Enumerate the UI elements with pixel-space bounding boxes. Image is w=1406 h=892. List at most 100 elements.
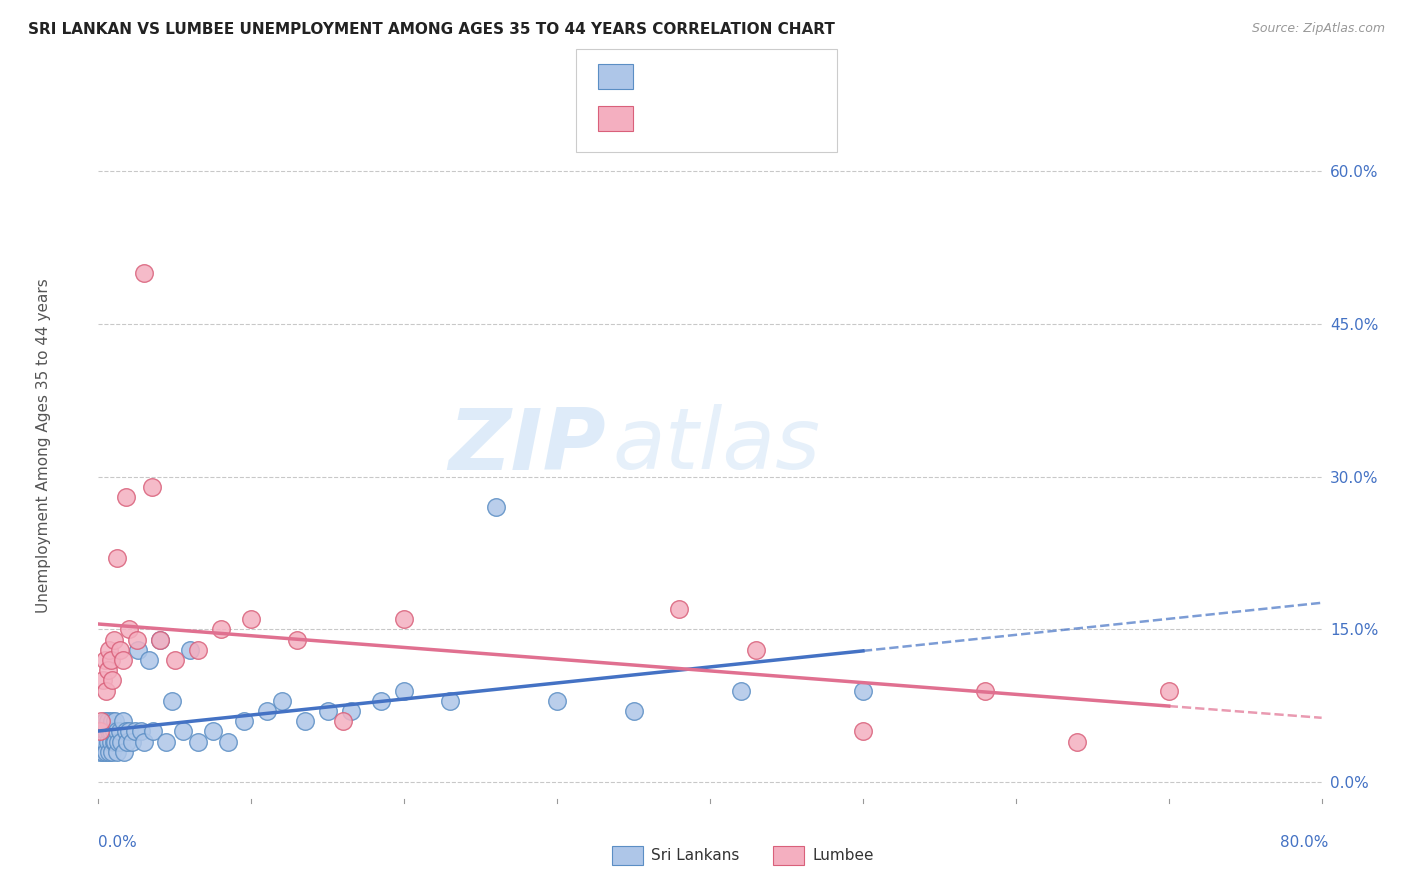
Point xyxy=(187,734,209,748)
Point xyxy=(101,745,124,759)
Point xyxy=(100,653,122,667)
Point xyxy=(91,724,114,739)
Point xyxy=(852,683,875,698)
Point xyxy=(187,643,209,657)
Point xyxy=(332,714,354,729)
Point xyxy=(104,714,127,729)
Point xyxy=(105,724,128,739)
Point xyxy=(97,714,120,729)
Point xyxy=(121,734,143,748)
Point xyxy=(94,745,117,759)
Point xyxy=(118,623,141,637)
Point xyxy=(108,724,131,739)
Point xyxy=(285,632,308,647)
Point xyxy=(110,734,132,748)
Point xyxy=(546,694,568,708)
Point xyxy=(104,734,127,748)
Point xyxy=(93,653,115,667)
Point xyxy=(89,724,111,739)
Point xyxy=(125,632,148,647)
Point xyxy=(232,714,254,729)
Point xyxy=(1157,683,1180,698)
Point xyxy=(974,683,997,698)
Point xyxy=(124,724,146,739)
Point xyxy=(623,704,645,718)
Point xyxy=(134,734,156,748)
Text: atlas: atlas xyxy=(612,404,820,488)
Text: Source: ZipAtlas.com: Source: ZipAtlas.com xyxy=(1251,22,1385,36)
Text: 0.0%: 0.0% xyxy=(98,836,138,850)
Point xyxy=(217,734,239,748)
Point xyxy=(339,704,361,718)
Point xyxy=(668,602,690,616)
Point xyxy=(127,643,149,657)
Point xyxy=(89,745,111,759)
Point xyxy=(118,724,141,739)
Text: Unemployment Among Ages 35 to 44 years: Unemployment Among Ages 35 to 44 years xyxy=(37,278,51,614)
Text: Sri Lankans: Sri Lankans xyxy=(651,848,740,863)
Point xyxy=(103,724,125,739)
Point xyxy=(141,480,163,494)
Point xyxy=(134,266,156,280)
Point xyxy=(100,734,122,748)
Point xyxy=(103,734,125,748)
Point xyxy=(103,632,125,647)
Point xyxy=(138,653,160,667)
Point xyxy=(149,632,172,647)
Point xyxy=(117,734,139,748)
Point xyxy=(97,734,120,748)
Point xyxy=(91,673,114,688)
Point xyxy=(115,724,138,739)
Point xyxy=(98,643,121,657)
Point xyxy=(111,714,134,729)
Point xyxy=(90,714,112,729)
Text: Lumbee: Lumbee xyxy=(813,848,875,863)
Point xyxy=(202,724,225,739)
Point xyxy=(90,734,112,748)
Point xyxy=(105,745,128,759)
Point xyxy=(93,714,115,729)
Text: ZIP: ZIP xyxy=(449,404,606,488)
Point xyxy=(149,632,172,647)
Point xyxy=(439,694,461,708)
Point xyxy=(316,704,339,718)
Point xyxy=(111,653,134,667)
Point xyxy=(294,714,316,729)
Point xyxy=(115,490,138,504)
Point xyxy=(101,673,124,688)
Point xyxy=(209,623,232,637)
Point xyxy=(155,734,177,748)
Point xyxy=(163,653,186,667)
Point xyxy=(101,714,124,729)
Point xyxy=(270,694,292,708)
Point xyxy=(852,724,875,739)
Point xyxy=(1066,734,1088,748)
Point xyxy=(370,694,392,708)
Point xyxy=(392,683,416,698)
Point xyxy=(91,745,114,759)
Point xyxy=(142,724,165,739)
Point xyxy=(93,734,115,748)
Point xyxy=(730,683,752,698)
Point xyxy=(179,643,201,657)
Point xyxy=(485,500,508,515)
Point xyxy=(94,724,117,739)
Point xyxy=(100,724,122,739)
Point xyxy=(160,694,183,708)
Point xyxy=(392,612,416,626)
Text: SRI LANKAN VS LUMBEE UNEMPLOYMENT AMONG AGES 35 TO 44 YEARS CORRELATION CHART: SRI LANKAN VS LUMBEE UNEMPLOYMENT AMONG … xyxy=(28,22,835,37)
Point xyxy=(97,663,120,677)
Text: R =  0.158   N = 59: R = 0.158 N = 59 xyxy=(643,70,815,84)
Point xyxy=(108,643,131,657)
Point xyxy=(129,724,152,739)
Text: 80.0%: 80.0% xyxy=(1281,836,1329,850)
Point xyxy=(105,551,128,566)
Point xyxy=(94,683,117,698)
Text: R = -0.105   N = 32: R = -0.105 N = 32 xyxy=(643,112,815,126)
Point xyxy=(107,734,129,748)
Point xyxy=(112,745,135,759)
Point xyxy=(98,745,121,759)
Point xyxy=(172,724,194,739)
Point xyxy=(240,612,263,626)
Point xyxy=(745,643,768,657)
